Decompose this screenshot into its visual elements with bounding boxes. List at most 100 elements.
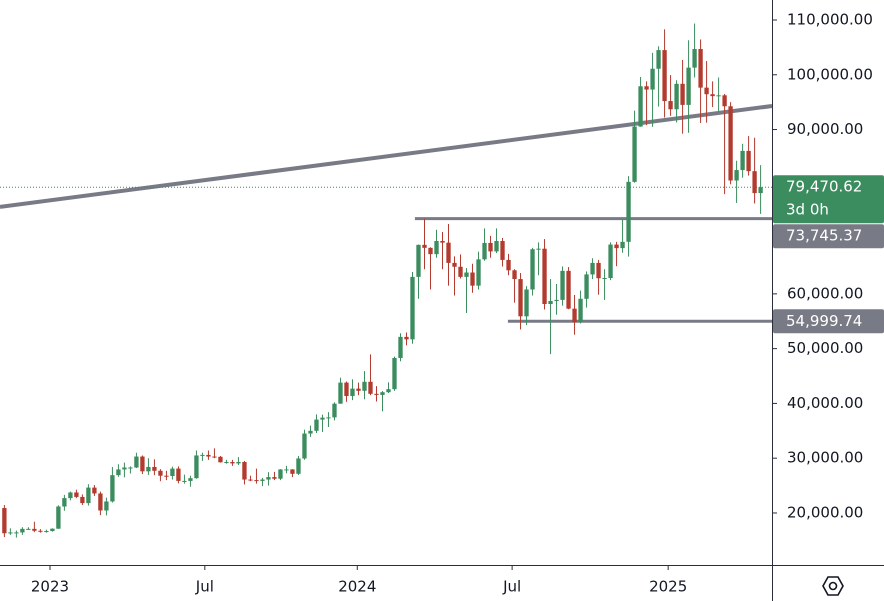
candle-body <box>734 170 739 181</box>
candle-body <box>98 493 103 511</box>
candle-body <box>614 244 619 249</box>
candle-body <box>752 171 757 194</box>
candle-body <box>692 49 697 68</box>
candle-body <box>374 393 379 395</box>
candle-body <box>74 492 79 497</box>
y-tick-label: 100,000.00 <box>787 65 873 83</box>
candle-body <box>326 417 331 419</box>
candle-body <box>518 279 523 317</box>
candle-body <box>212 456 217 458</box>
candle-body <box>260 479 265 481</box>
candle-body <box>92 487 97 494</box>
candle-body <box>584 274 589 299</box>
candle-body <box>182 480 187 482</box>
candle-body <box>368 381 373 394</box>
candle-body <box>116 469 121 476</box>
candle-body <box>530 249 535 290</box>
candle-body <box>296 458 301 474</box>
candle-body <box>404 336 409 340</box>
candle-body <box>650 68 655 90</box>
trendline <box>0 104 773 209</box>
candle-body <box>272 477 277 479</box>
countdown-label: 3d 0h <box>786 201 829 219</box>
candle-body <box>128 467 133 469</box>
candle-body <box>32 528 37 531</box>
candle-body <box>266 477 271 480</box>
x-tick-label: 2024 <box>338 578 376 596</box>
candle-body <box>554 299 559 301</box>
candle-body <box>56 506 61 529</box>
last-price-label: 79,470.62 <box>786 178 862 196</box>
candle-body <box>236 462 241 464</box>
candle-body <box>344 382 349 397</box>
candle-body <box>446 242 451 263</box>
candle-body <box>104 501 109 511</box>
candle-body <box>638 86 643 127</box>
candle-body <box>620 241 625 249</box>
candle-body <box>362 381 367 391</box>
candle-body <box>542 248 547 304</box>
candle-body <box>164 475 169 477</box>
y-tick-label: 50,000.00 <box>787 339 863 357</box>
candle-body <box>230 462 235 464</box>
candle-body <box>158 470 163 476</box>
candle-body <box>194 455 199 479</box>
candle-body <box>386 389 391 393</box>
candle-body <box>332 403 337 418</box>
candle-body <box>44 531 49 533</box>
candle-body <box>464 272 469 277</box>
candle-body <box>110 475 115 502</box>
candle-body <box>248 479 253 481</box>
candle-body <box>602 277 607 279</box>
y-tick-label: 60,000.00 <box>787 284 863 302</box>
x-tick-label: Jul <box>502 578 521 596</box>
candle-body <box>476 259 481 286</box>
x-tick-label: 2025 <box>649 578 687 596</box>
candle-body <box>176 468 181 481</box>
candle-body <box>80 496 85 504</box>
candle-body <box>314 419 319 431</box>
settings-dot <box>828 581 838 591</box>
candle-body <box>2 508 7 534</box>
y-tick-label: 20,000.00 <box>787 503 863 521</box>
candle-body <box>608 244 613 278</box>
price-label: 73,745.37 <box>786 227 862 245</box>
candle-body <box>626 181 631 242</box>
candle-body <box>440 241 445 243</box>
candle-body <box>68 492 73 499</box>
candle-body <box>452 262 457 267</box>
candle-body <box>632 126 637 182</box>
candle-body <box>470 272 475 286</box>
candle-body <box>428 247 433 255</box>
candle-body <box>134 456 139 468</box>
candle-body <box>668 101 673 110</box>
candle-body <box>578 298 583 323</box>
candle-body <box>302 433 307 459</box>
candle-body <box>122 467 127 470</box>
candle-body <box>254 480 259 482</box>
price-label-box <box>773 224 884 249</box>
candle-body <box>50 528 55 532</box>
candle-body <box>686 67 691 105</box>
candle-body <box>284 469 289 471</box>
candle-body <box>170 468 175 476</box>
candle-body <box>662 50 667 102</box>
candle-body <box>410 276 415 340</box>
candle-body <box>590 262 595 275</box>
y-tick-label: 90,000.00 <box>787 120 863 138</box>
last-price-box <box>773 175 884 224</box>
candle-body <box>500 241 505 260</box>
candle-body <box>338 382 343 404</box>
candle-body <box>206 454 211 457</box>
candle-body <box>8 532 13 534</box>
candle-body <box>356 388 361 391</box>
candle-body <box>572 308 577 323</box>
candle-body <box>644 86 649 90</box>
candle-body <box>728 106 733 181</box>
candle-body <box>152 466 157 471</box>
candle-body <box>536 248 541 250</box>
candle-body <box>20 528 25 533</box>
candle-body <box>722 95 727 107</box>
candle-body <box>146 466 151 472</box>
settings-icon[interactable] <box>822 576 844 596</box>
